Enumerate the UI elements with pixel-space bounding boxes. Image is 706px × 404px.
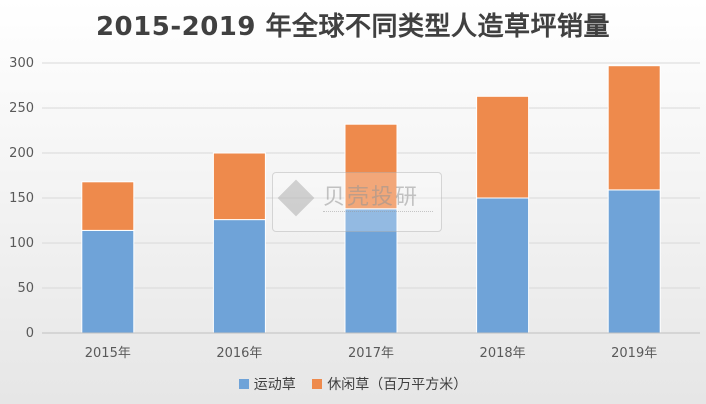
legend-item-leisure: 休闲草（百万平方米） [312,374,467,394]
axes: 0 50 100 150 200 250 300 2015年 2016年 2017年 2018年 20… [9,56,700,361]
watermark: 贝壳投研 [272,172,442,232]
legend-swatch-sports [238,379,249,389]
legend-swatch-leisure [312,379,323,389]
watermark-text: 贝壳投研 [323,185,420,210]
y-tick-label: 250 [9,101,34,116]
bar-sports [212,219,266,334]
bars [81,65,661,334]
y-tick-label: 300 [9,56,34,71]
legend-item-sports: 运动草 [238,374,296,394]
y-tick-label: 150 [9,191,34,206]
y-tick-label: 0 [26,326,34,341]
bar-leisure [344,123,398,210]
bar-leisure [476,95,530,199]
x-tick-label: 2016年 [216,346,262,361]
bar-sports [607,189,661,334]
y-tick-label: 200 [9,146,34,161]
bar-leisure [81,181,135,231]
legend-label-sports: 运动草 [253,377,296,393]
bar-sports [476,197,530,334]
y-tick-label: 100 [9,236,34,251]
x-tick-label: 2019年 [611,346,657,361]
bar-leisure [607,65,661,191]
watermark-subline [323,211,433,216]
x-tick-label: 2018年 [480,346,526,361]
x-tick-label: 2015年 [85,346,131,361]
legend: 运动草 休闲草（百万平方米） [0,374,706,394]
y-tick-label: 50 [17,281,34,296]
legend-label-leisure: 休闲草（百万平方米） [327,377,468,393]
bar-leisure [212,152,266,221]
bar-sports [81,229,135,334]
chart-title: 2015-2019 年全球不同类型人造草坪销量 [95,12,611,42]
diamond-logo-icon [277,179,315,217]
x-tick-label: 2017年 [348,346,394,361]
